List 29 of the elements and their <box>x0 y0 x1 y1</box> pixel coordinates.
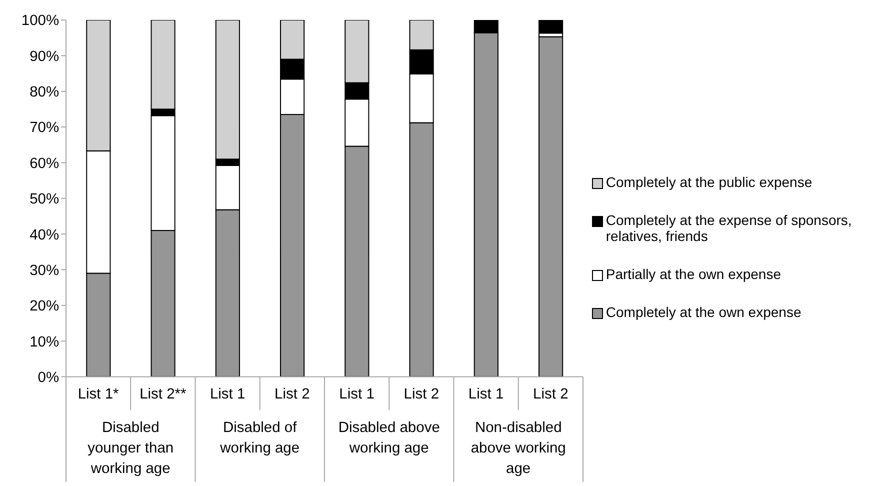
y-tick-label: 20% <box>30 298 60 315</box>
text: Disabled of working age <box>219 420 300 456</box>
bar <box>538 20 564 34</box>
y-tick-label: 50% <box>30 192 60 208</box>
y-tick-label: 0% <box>38 370 60 386</box>
y-tick-label: 90% <box>30 48 60 65</box>
legend-label: Completely at the own expense <box>606 304 802 320</box>
y-tick-label: 80% <box>30 84 60 101</box>
x-tick-label: List 1 <box>339 386 374 402</box>
x-tick-label: List 2 <box>533 386 568 402</box>
x-tick-label: List 2 <box>274 386 310 402</box>
y-tick-label: 40% <box>30 227 60 244</box>
y-tick-label: 10% <box>30 334 60 350</box>
y-tick-label: 100% <box>21 13 60 30</box>
legend-label: Completely at the public expense <box>606 174 812 190</box>
text: Non-disabled above working age <box>470 420 566 478</box>
x-tick-label: List 1* <box>78 386 120 402</box>
x-tick-label: List 1 <box>468 386 504 402</box>
text: Disabled above working age <box>338 420 440 456</box>
x-tick-label: List 2** <box>140 386 187 402</box>
x-tick-label: List 2 <box>404 386 440 402</box>
legend-label: Partially at the own expense <box>606 266 781 282</box>
y-tick-label: 60% <box>30 156 60 172</box>
text: Disabled younger than working age <box>88 420 174 478</box>
x-tick-label: List 1 <box>210 386 246 402</box>
y-tick-label: 70% <box>30 120 60 136</box>
y-tick-label: 30% <box>30 262 60 279</box>
legend-label: Completely at the expense of sponsors, relatives, friends <box>606 212 853 244</box>
bar <box>538 36 564 377</box>
